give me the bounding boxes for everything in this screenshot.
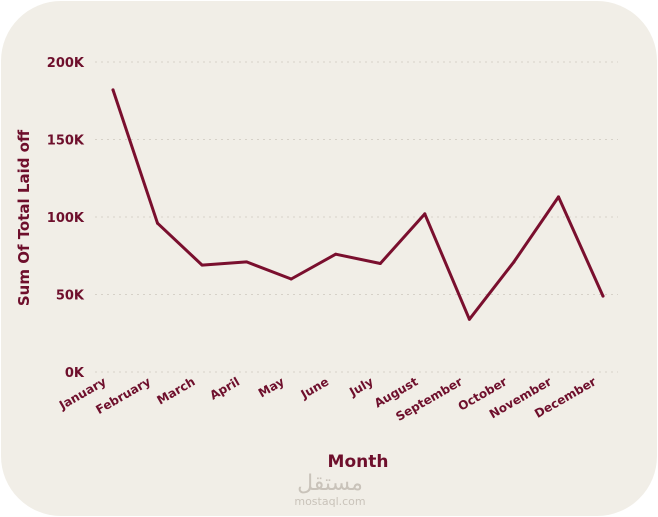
- data-point: [111, 88, 115, 92]
- series-line-group: [111, 88, 605, 321]
- data-point: [467, 317, 471, 321]
- data-point: [512, 260, 516, 264]
- data-point: [289, 277, 293, 281]
- data-point: [334, 252, 338, 256]
- x-axis-title: Month: [328, 452, 389, 472]
- data-point: [245, 260, 249, 264]
- y-tick-label: 200K: [47, 56, 85, 71]
- watermark-arabic: مستقل: [297, 471, 363, 496]
- data-point: [556, 195, 560, 199]
- data-point: [200, 263, 204, 267]
- y-tick-label: 0K: [65, 366, 85, 381]
- y-tick-label: 150K: [47, 134, 85, 149]
- data-point: [378, 262, 382, 265]
- y-axis-title: Sum Of Total Laid off: [15, 129, 33, 306]
- series-line: [111, 88, 605, 321]
- data-point: [601, 294, 605, 298]
- y-tick-label: 50K: [56, 289, 85, 304]
- data-point: [156, 221, 160, 225]
- watermark-latin: mostaql.com: [294, 495, 365, 508]
- data-point: [423, 212, 427, 216]
- y-tick-label: 100K: [47, 211, 85, 226]
- y-axis-ticks: 0K 50K 100K 150K 200K: [47, 56, 85, 381]
